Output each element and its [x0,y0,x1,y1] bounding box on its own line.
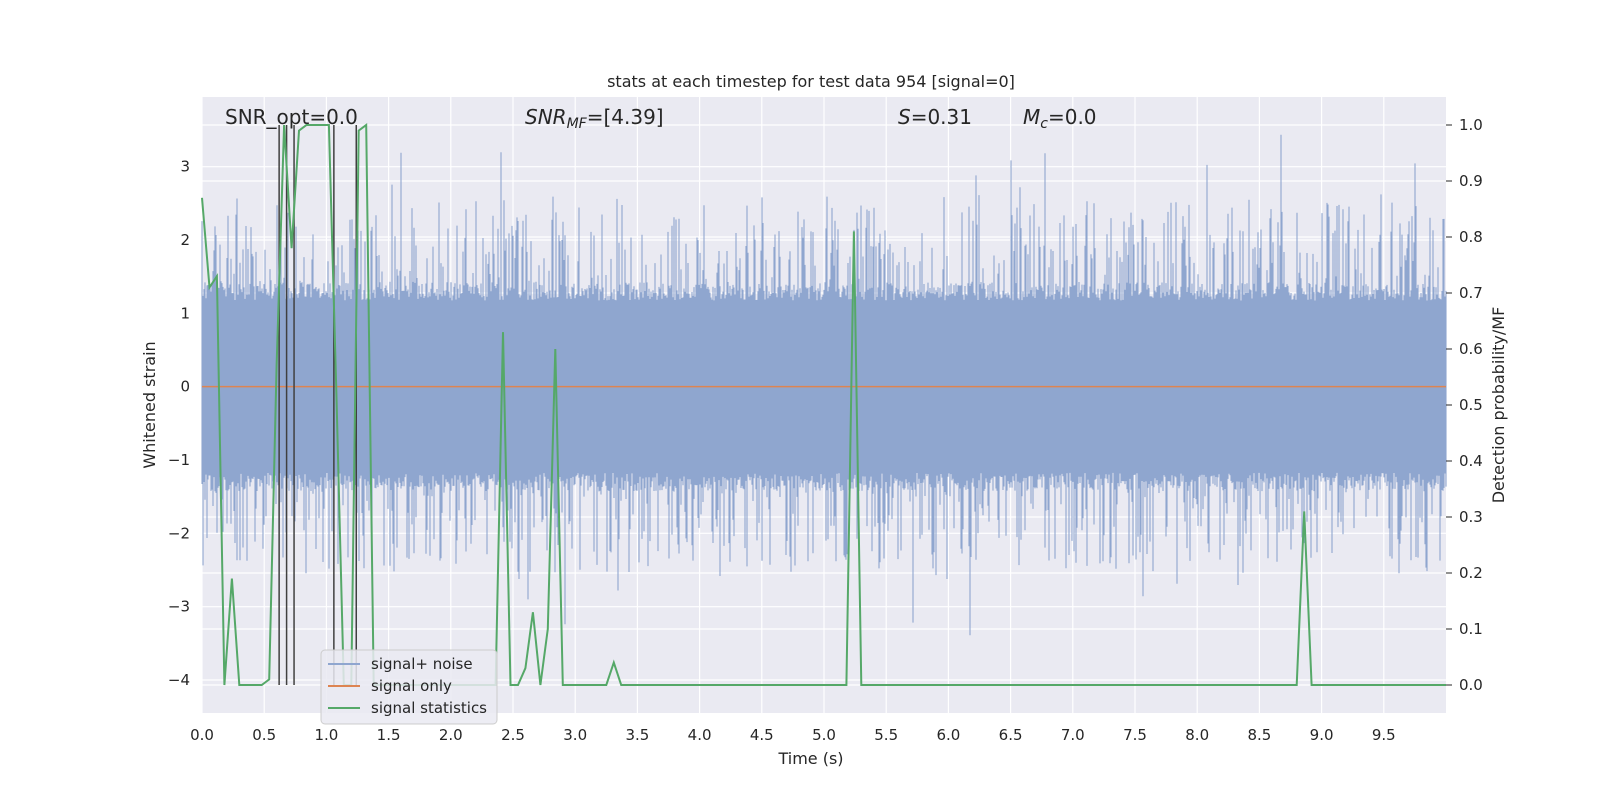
y-tick-label: −1 [168,451,190,469]
y2-tick-label: 0.5 [1459,396,1483,414]
snr-mf-sub: MF [567,116,588,132]
y2-tick-label: 0.0 [1459,676,1483,694]
y-axis-label: Whitened strain [140,341,159,468]
noise-path [201,134,1447,636]
y-tick-label: 3 [180,158,190,176]
snr-opt-annotation: SNR_opt=0.0 [225,105,358,129]
y-tick-label: 1 [180,304,190,322]
s-rest: =0.31 [911,105,972,129]
legend-label-noise: signal+ noise [371,655,473,673]
legend-label-signal-only: signal only [371,677,452,695]
x-tick-label: 4.5 [750,726,774,744]
x-tick-label: 6.0 [936,726,960,744]
y2-axis-label: Detection probability/MF [1489,307,1508,504]
y2-tick-label: 1.0 [1459,116,1483,134]
x-tick-label: 9.5 [1372,726,1396,744]
y-tick-label: −2 [168,524,190,542]
x-tick-label: 2.5 [501,726,525,744]
mc-main: M [1023,105,1040,129]
x-tick-label: 4.0 [688,726,712,744]
x-tick-label: 6.5 [999,726,1023,744]
x-tick-label: 3.0 [563,726,587,744]
noise-series [201,134,1447,636]
y-axis-ticks: −4 −3 −2 −1 0 1 2 3 [168,158,190,689]
x-axis-ticks: 0.0 0.5 1.0 1.5 2.0 2.5 3.0 3.5 4.0 4.5 5.0 5.5 6.0 6… [190,726,1396,744]
legend-box [320,649,498,725]
mc-annotation: Mc=0.0 [1023,105,1097,132]
mc-sub: c [1040,116,1048,132]
x-tick-label: 7.0 [1061,726,1085,744]
s-annotation: S=0.31 [898,105,972,129]
y-tick-label: −4 [168,671,190,689]
legend: signal+ noise signal only signal statist… [320,649,498,725]
snr-mf-main: SNR [525,105,567,129]
y-tick-label: −3 [168,598,190,616]
y2-axis-ticks: 0.0 0.1 0.2 0.3 0.4 0.5 0.6 0.7 0.8 0.9 1.0 [1446,116,1483,694]
mc-rest: =0.0 [1048,105,1097,129]
snr-mf-annotation: SNRMF=[4.39] [525,105,664,132]
x-tick-label: 7.5 [1123,726,1147,744]
y2-tick-label: 0.3 [1459,508,1483,526]
x-tick-label: 8.0 [1185,726,1209,744]
s-main: S [898,105,911,129]
y2-tick-label: 0.1 [1459,620,1483,638]
y2-tick-label: 0.7 [1459,284,1483,302]
y2-tick-label: 0.2 [1459,564,1483,582]
y2-tick-label: 0.4 [1459,452,1483,470]
y-tick-label: 0 [180,378,190,396]
x-tick-label: 0.5 [252,726,276,744]
y2-tick-label: 0.6 [1459,340,1483,358]
y2-tick-label: 0.8 [1459,228,1483,246]
x-tick-label: 5.0 [812,726,836,744]
legend-label-stats: signal statistics [371,699,487,717]
chart-title: stats at each timestep for test data 954… [607,72,1015,91]
x-tick-label: 0.0 [190,726,214,744]
snr-mf-rest: =[4.39] [587,105,664,129]
x-tick-label: 8.5 [1247,726,1271,744]
x-tick-label: 1.5 [377,726,401,744]
y2-tick-label: 0.9 [1459,172,1483,190]
y-tick-label: 2 [180,231,190,249]
x-tick-label: 9.0 [1310,726,1334,744]
x-tick-label: 3.5 [625,726,649,744]
x-tick-label: 1.0 [314,726,338,744]
x-tick-label: 5.5 [874,726,898,744]
x-axis-label: Time (s) [777,749,843,768]
x-tick-label: 2.0 [439,726,463,744]
